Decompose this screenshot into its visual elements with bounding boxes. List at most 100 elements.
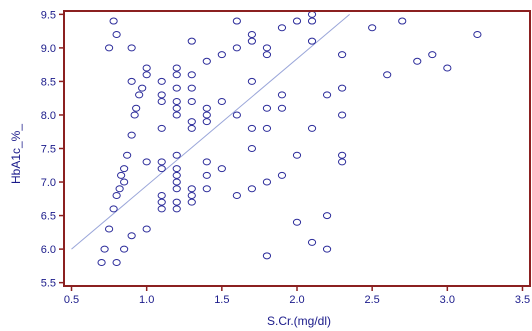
data-point [262, 51, 272, 59]
data-point [292, 218, 302, 226]
data-point [247, 145, 257, 152]
data-point [187, 118, 196, 126]
y-tick-label: 7.0 [41, 177, 56, 189]
data-point [217, 165, 226, 173]
data-point [277, 91, 287, 99]
data-point [109, 205, 118, 213]
data-point [413, 57, 422, 65]
data-point [202, 104, 211, 112]
points-layer [97, 10, 482, 267]
data-point [172, 104, 181, 112]
data-point [172, 111, 181, 119]
data-point [187, 84, 196, 92]
data-point [307, 17, 317, 25]
data-point [262, 44, 272, 52]
data-point [202, 118, 211, 126]
data-point [157, 165, 166, 173]
data-point [157, 205, 166, 213]
data-point [157, 198, 166, 206]
data-point [202, 158, 211, 166]
data-point [138, 84, 147, 92]
data-point [428, 51, 437, 59]
data-point [127, 131, 136, 139]
data-point [172, 151, 181, 159]
x-tick-label: 2.5 [365, 294, 380, 306]
x-tick-label: 1.5 [214, 294, 229, 306]
data-point [232, 17, 241, 25]
x-axis-title: S.Cr.(mg/dl) [267, 314, 331, 328]
data-point [157, 191, 166, 199]
data-point [104, 225, 114, 233]
data-point [247, 30, 257, 38]
data-point [172, 71, 181, 79]
data-point [157, 98, 166, 106]
data-point [443, 64, 452, 72]
y-tick-label: 7.5 [41, 144, 56, 156]
data-point [232, 111, 241, 119]
data-point [337, 151, 347, 159]
data-point [202, 171, 211, 179]
trendline [71, 13, 350, 250]
y-axis-ticks: 5.5 6.0 6.5 7.0 7.5 8.0 8.5 9.0 9.5 [41, 9, 64, 290]
data-point [187, 185, 196, 193]
data-point [262, 124, 272, 132]
data-point [337, 51, 347, 59]
x-tick-label: 3.5 [515, 294, 530, 306]
data-point [172, 165, 181, 173]
y-tick-label: 9.5 [41, 9, 56, 21]
data-point [337, 84, 347, 92]
data-point [217, 98, 226, 106]
trendline-layer [71, 13, 350, 250]
data-point [247, 124, 257, 132]
data-point [142, 64, 151, 72]
data-point [247, 77, 257, 85]
x-tick-label: 1.0 [139, 294, 154, 306]
data-point [277, 104, 287, 112]
data-point [322, 212, 332, 220]
data-point [307, 124, 317, 132]
data-point [172, 178, 181, 186]
x-tick-label: 3.0 [440, 294, 455, 306]
data-point [109, 17, 118, 25]
y-tick-label: 6.5 [41, 211, 56, 223]
x-axis-ticks: 0.5 1.0 1.5 2.0 2.5 3.0 3.5 [64, 286, 530, 306]
data-point [307, 37, 317, 45]
data-point [157, 91, 166, 99]
data-point [112, 259, 121, 267]
data-point [120, 178, 129, 186]
data-point [172, 198, 181, 206]
data-point [142, 225, 151, 233]
y-tick-label: 5.5 [41, 278, 56, 290]
data-point [127, 77, 136, 85]
data-point [247, 185, 257, 193]
data-point [202, 111, 211, 119]
x-tick-label: 2.0 [289, 294, 304, 306]
data-point [130, 111, 139, 119]
data-point [292, 17, 302, 25]
data-point [187, 198, 196, 206]
data-point [337, 158, 347, 166]
data-point [292, 151, 302, 159]
data-point [232, 191, 241, 199]
data-point [115, 185, 124, 193]
data-point [142, 71, 151, 79]
data-point [97, 259, 106, 267]
data-point [127, 44, 136, 52]
data-point [262, 104, 272, 112]
data-point [232, 44, 241, 52]
y-tick-label: 6.0 [41, 244, 56, 256]
data-point [132, 104, 141, 112]
data-point [187, 71, 196, 79]
data-point [398, 17, 407, 25]
data-point [172, 205, 181, 213]
data-point [187, 37, 196, 45]
data-point [473, 30, 482, 38]
data-point [172, 98, 181, 106]
data-point [117, 171, 126, 179]
data-point [157, 124, 166, 132]
data-point [187, 98, 196, 106]
data-point [127, 232, 136, 240]
data-point [247, 37, 257, 45]
data-point [383, 71, 392, 79]
